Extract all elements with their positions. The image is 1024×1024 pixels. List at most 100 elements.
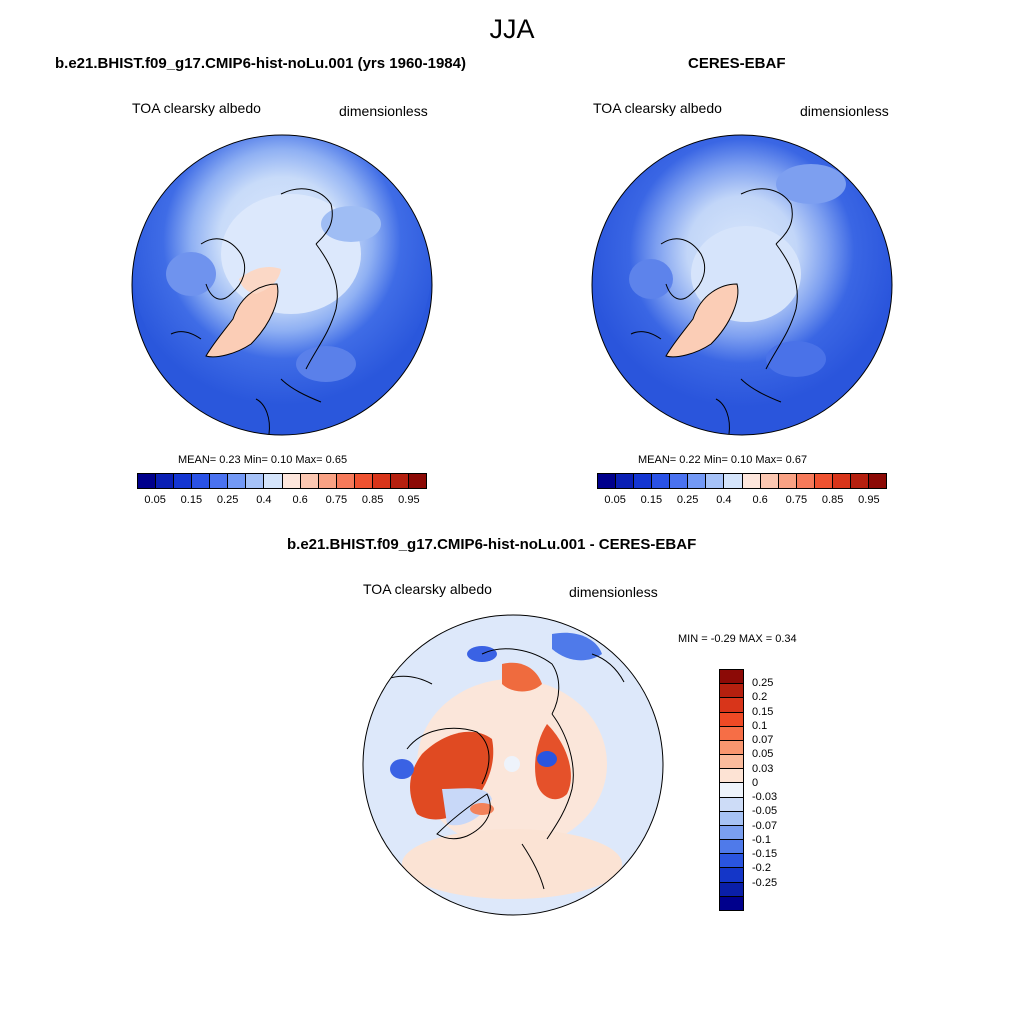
colorbar-tick-label: 0.95 xyxy=(858,494,880,506)
colorbar-tick-label: 0.1 xyxy=(752,719,768,732)
colorbar-tick-label: 0.75 xyxy=(325,494,348,506)
colorbar-swatch xyxy=(720,726,743,741)
diff-polar-map xyxy=(362,614,664,916)
model-polar-map xyxy=(131,134,433,436)
colorbar-tick-label: -0.1 xyxy=(752,833,771,846)
colorbar-tick-label: 0.85 xyxy=(821,494,844,506)
colorbar-swatch xyxy=(354,474,373,488)
obs-colorbar xyxy=(597,473,887,489)
colorbar-tick-label: 0.05 xyxy=(144,494,166,506)
colorbar-tick-label: 0.05 xyxy=(752,748,774,761)
diff-stats: MIN = -0.29 MAX = 0.34 xyxy=(678,633,797,645)
colorbar-tick-label: 0.6 xyxy=(292,494,308,506)
colorbar-swatch xyxy=(720,698,743,713)
colorbar-swatch xyxy=(598,474,617,488)
colorbar-swatch xyxy=(742,474,761,488)
diff-right-label: dimensionless xyxy=(569,584,658,600)
colorbar-swatch xyxy=(264,474,283,488)
colorbar-tick-label: 0.15 xyxy=(640,494,663,506)
colorbar-tick-label: 0 xyxy=(752,776,759,789)
obs-stats: MEAN= 0.22 Min= 0.10 Max= 0.67 xyxy=(638,454,808,466)
obs-polar-map xyxy=(591,134,893,436)
model-colorbar xyxy=(137,473,427,489)
colorbar-tick-label: 0.03 xyxy=(752,762,774,775)
colorbar-swatch xyxy=(138,474,157,488)
diff-left-label: TOA clearsky albedo xyxy=(363,581,492,597)
colorbar-tick-label: 0.85 xyxy=(361,494,384,506)
colorbar-swatch xyxy=(688,474,707,488)
colorbar-swatch xyxy=(616,474,635,488)
colorbar-swatch xyxy=(634,474,653,488)
colorbar-swatch xyxy=(720,670,743,685)
figure-title: JJA xyxy=(489,14,535,44)
colorbar-swatch xyxy=(372,474,391,488)
obs-right-label: dimensionless xyxy=(800,103,889,119)
colorbar-swatch xyxy=(156,474,175,488)
colorbar-swatch xyxy=(760,474,779,488)
colorbar-swatch xyxy=(720,811,743,826)
colorbar-swatch xyxy=(720,896,743,910)
colorbar-tick-label: 0.15 xyxy=(752,705,774,718)
obs-panel-title: CERES-EBAF xyxy=(688,55,786,72)
colorbar-swatch xyxy=(724,474,743,488)
colorbar-swatch xyxy=(778,474,797,488)
greenland-region xyxy=(206,284,278,357)
model-left-label: TOA clearsky albedo xyxy=(132,100,261,116)
colorbar-swatch xyxy=(720,712,743,727)
colorbar-tick-label: -0.07 xyxy=(752,819,778,832)
colorbar-swatch xyxy=(210,474,229,488)
colorbar-swatch xyxy=(652,474,671,488)
colorbar-swatch xyxy=(850,474,869,488)
colorbar-tick-label: 0.2 xyxy=(752,691,768,704)
colorbar-tick-label: 0.25 xyxy=(752,677,774,690)
colorbar-swatch xyxy=(720,797,743,812)
colorbar-swatch xyxy=(720,740,743,756)
diff-panel-title: b.e21.BHIST.f09_g17.CMIP6-hist-noLu.001 … xyxy=(287,536,697,553)
colorbar-swatch xyxy=(720,882,743,897)
diff-colorbar-ticks: 0.25 0.2 0.15 0.1 0.07 0.05 0.03 0 -0.03 -0.05 -0.… xyxy=(752,669,792,911)
colorbar-swatch xyxy=(246,474,265,488)
colorbar-tick-label: 0.95 xyxy=(398,494,420,506)
model-stats: MEAN= 0.23 Min= 0.10 Max= 0.65 xyxy=(178,454,348,466)
colorbar-swatch xyxy=(318,474,337,488)
colorbar-swatch xyxy=(390,474,409,488)
greenland-region xyxy=(666,284,738,357)
colorbar-swatch xyxy=(720,783,743,798)
obs-left-label: TOA clearsky albedo xyxy=(593,100,722,116)
colorbar-swatch xyxy=(174,474,193,488)
colorbar-swatch xyxy=(192,474,211,488)
colorbar-swatch xyxy=(720,868,743,883)
colorbar-swatch xyxy=(720,684,743,699)
diff-colorbar xyxy=(719,669,744,911)
colorbar-tick-label: 0.25 xyxy=(216,494,239,506)
colorbar-swatch xyxy=(720,755,743,770)
colorbar-tick-label: 0.75 xyxy=(785,494,808,506)
colorbar-tick-label: -0.15 xyxy=(752,848,778,861)
colorbar-tick-label: 0.05 xyxy=(604,494,626,506)
colorbar-swatch xyxy=(832,474,851,488)
colorbar-tick-label: 0.25 xyxy=(676,494,699,506)
obs-colorbar-ticks: 0.05 0.15 0.25 0.4 0.6 0.75 0.85 0.95 xyxy=(597,494,887,508)
colorbar-swatch xyxy=(706,474,725,488)
colorbar-tick-label: 0.07 xyxy=(752,734,774,747)
colorbar-tick-label: -0.2 xyxy=(752,862,771,875)
colorbar-swatch xyxy=(720,840,743,855)
colorbar-swatch xyxy=(408,474,426,488)
colorbar-tick-label: 0.4 xyxy=(716,494,732,506)
colorbar-swatch xyxy=(336,474,355,488)
colorbar-tick-label: 0.4 xyxy=(256,494,272,506)
colorbar-swatch xyxy=(796,474,815,488)
colorbar-swatch xyxy=(868,474,886,488)
colorbar-tick-label: 0.15 xyxy=(180,494,203,506)
colorbar-swatch xyxy=(282,474,301,488)
colorbar-swatch xyxy=(720,769,743,784)
colorbar-swatch xyxy=(300,474,319,488)
colorbar-swatch xyxy=(814,474,833,488)
colorbar-swatch xyxy=(720,825,743,841)
model-colorbar-ticks: 0.05 0.15 0.25 0.4 0.6 0.75 0.85 0.95 xyxy=(137,494,427,508)
colorbar-swatch xyxy=(720,854,743,869)
colorbar-tick-label: -0.25 xyxy=(752,876,778,889)
colorbar-tick-label: -0.05 xyxy=(752,805,778,818)
colorbar-swatch xyxy=(228,474,247,488)
model-right-label: dimensionless xyxy=(339,103,428,119)
